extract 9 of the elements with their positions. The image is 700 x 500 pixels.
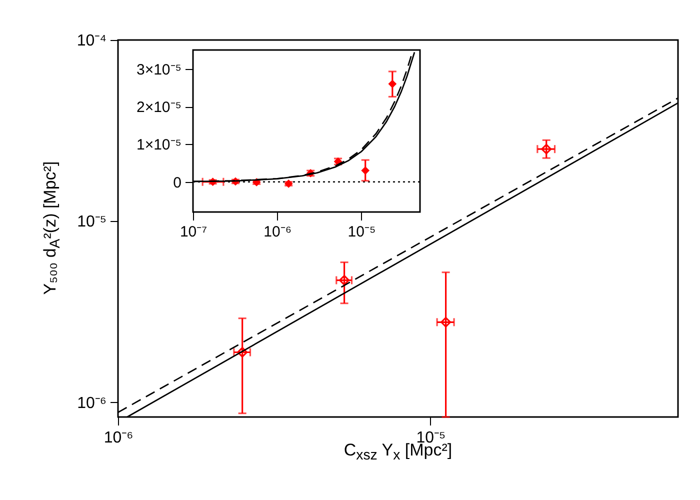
x-tick-label: 10⁻⁵ xyxy=(348,224,376,240)
x-tick-label: 10⁻⁷ xyxy=(180,224,208,240)
y-tick-label: 10⁻⁶ xyxy=(77,394,106,412)
y-tick-label: 2×10⁻⁵ xyxy=(136,99,182,116)
y-tick-label: 0 xyxy=(173,174,182,192)
y-tick-label: 1×10⁻⁵ xyxy=(136,136,182,154)
x-tick-label: 10⁻⁶ xyxy=(264,224,292,240)
y-tick-label: 3×10⁻⁵ xyxy=(136,61,182,78)
y-tick-label: 10⁻⁴ xyxy=(76,32,107,50)
